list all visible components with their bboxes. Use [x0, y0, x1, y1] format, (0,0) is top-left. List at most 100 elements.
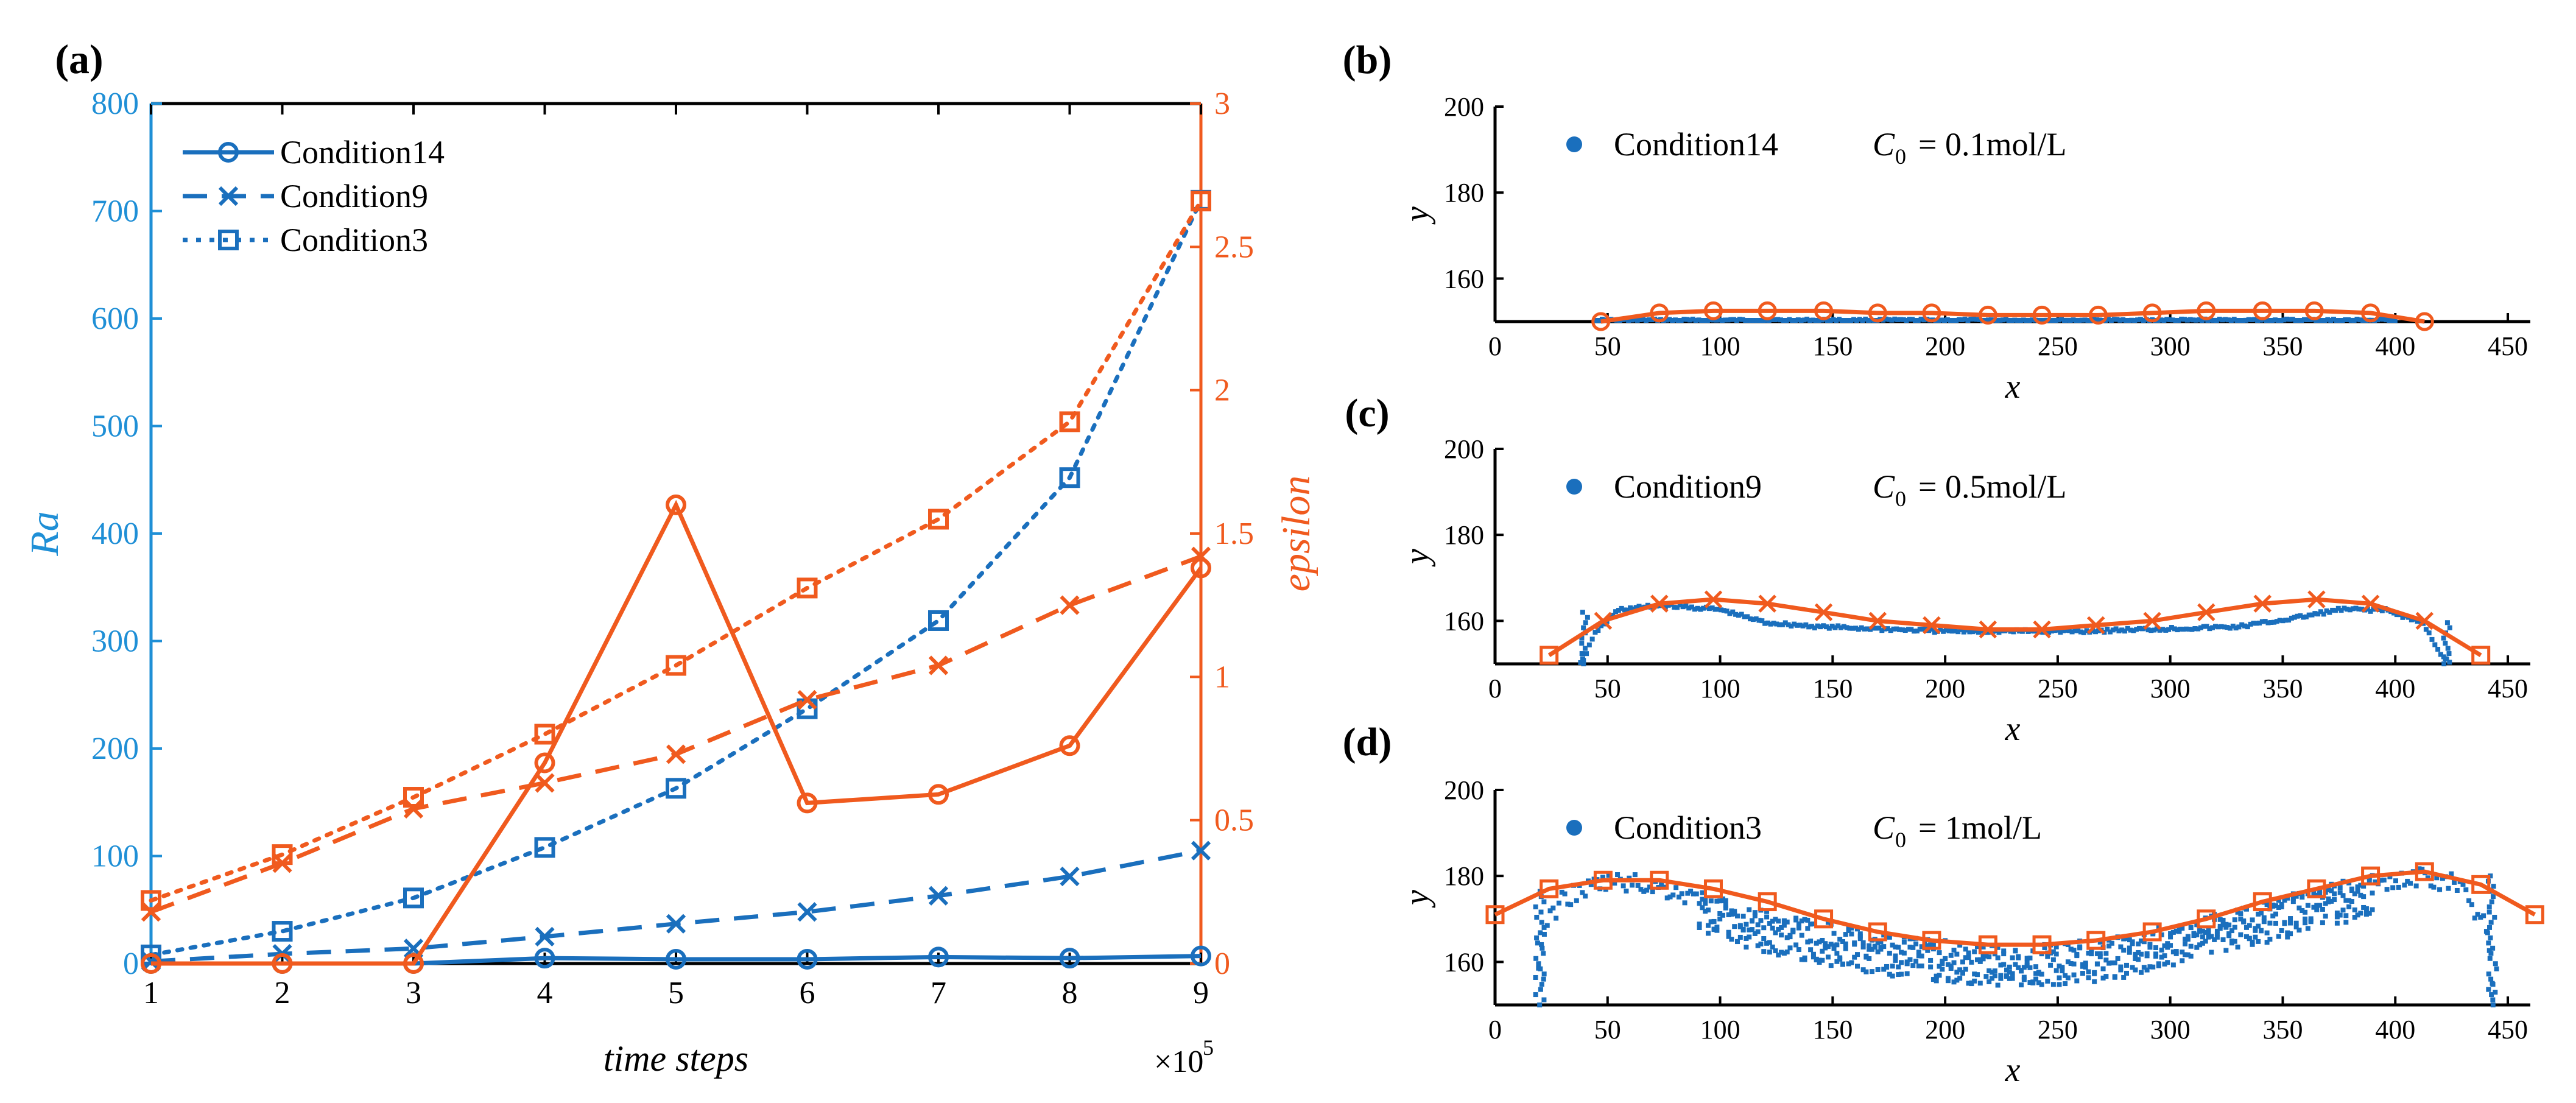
panel-d-scatter-point [1773, 917, 1778, 922]
panel-a-data-point [666, 744, 686, 764]
panel-d-scatter-point [1776, 926, 1781, 932]
panel-b-scatter-point [2343, 317, 2348, 322]
panel-d-scatter-point [2094, 951, 2100, 956]
panel-c-scatter-point [2286, 618, 2292, 623]
panel-b-scatter-point [2164, 317, 2170, 322]
panel-c-y-tick-label: 180 [1444, 520, 1484, 550]
panel-c-scatter-point [2122, 629, 2128, 634]
panel-d-scatter-point [1867, 956, 1872, 961]
panel-c-scatter-point [2338, 608, 2344, 613]
panel-b-scatter-point [1751, 318, 1757, 323]
panel-d-scatter-point [2103, 974, 2109, 979]
panel-d-scatter-point [1948, 964, 1954, 969]
panel-d-scatter-point [2121, 974, 2127, 980]
panel-d-scatter-point [1954, 970, 1960, 975]
panel-d-scatter-point [2303, 909, 2308, 915]
panel-d-scatter-point [1831, 943, 1837, 948]
panel-c-scatter-point [2198, 625, 2203, 630]
panel-c-x-tick-label: 250 [2038, 674, 2078, 703]
panel-d-scatter-point [1533, 904, 1538, 910]
panel-b-scatter-point [1965, 318, 1971, 323]
panel-d-scatter-point [2177, 929, 2182, 934]
panel-d-scatter-point [1887, 971, 1892, 977]
panel-d-scatter-point [2349, 886, 2354, 892]
panel-d-scatter-point [2247, 923, 2252, 928]
panel-d-scatter-point [2200, 934, 2205, 940]
panel-c-scatter-point [1582, 646, 1588, 651]
panel-b-scatter-point [1594, 318, 1599, 323]
panel-b-c0-label: = 0.1mol/L [1918, 126, 2066, 163]
panel-d-scatter-point [2212, 937, 2217, 942]
panel-d-scatter-point [1913, 941, 1919, 946]
panel-d-scatter-point [1811, 922, 1816, 927]
panel-c-scatter-point [2219, 624, 2224, 629]
panel-d-scatter-point [2112, 974, 2117, 980]
panel-b-scatter-point [1860, 318, 1865, 323]
panel-c-scatter-point [2201, 624, 2206, 629]
panel-c-scatter-point [1706, 606, 1712, 611]
panel-b-scatter-point [1678, 318, 1684, 323]
panel-d-scatter-point [1767, 940, 1772, 945]
panel-b-x-tick-label: 400 [2375, 331, 2415, 361]
panel-d-scatter-point [2472, 915, 2477, 921]
panel-d-scatter-point [2162, 953, 2167, 959]
panel-d-scatter-point [1612, 881, 1617, 886]
panel-b-scatter-point [2307, 317, 2313, 322]
panel-d-scatter-point [2332, 891, 2337, 897]
panel-b-scatter-point [1825, 318, 1830, 323]
panel-d-fit-point [2253, 892, 2272, 912]
panel-d-scatter-point [2475, 912, 2480, 917]
panel-b-scatter-point [1962, 316, 1968, 322]
panel-d-scatter-point [1907, 957, 1913, 962]
panel-d-scatter-point [1881, 932, 1887, 938]
panel-d-scatter-point [1834, 951, 1840, 956]
panel-d-scatter-point [1857, 933, 1863, 939]
panel-d-scatter-point [1740, 928, 1746, 933]
panel-d-scatter-point [1574, 898, 1579, 903]
panel-c-fit-point [2033, 620, 2051, 639]
panel-d-scatter-point [1899, 960, 1904, 965]
panel-c-scatter-point [2110, 627, 2116, 633]
panel-c-scatter-point [1721, 608, 1726, 613]
panel-d-scatter-point [2121, 948, 2127, 953]
panel-c-scatter-point [1745, 614, 1750, 619]
panel-b-fit-point [1650, 303, 1669, 323]
panel-c-scatter-point [1955, 629, 1961, 635]
panel-c-scatter-point [2093, 629, 2098, 635]
panel-b-scatter-point [1892, 316, 1898, 322]
panel-d-scatter-point [2308, 919, 2314, 925]
panel-d-scatter-point [2367, 911, 2372, 916]
panel-d-scatter-point [1805, 939, 1811, 945]
panel-d-scatter-point [1966, 955, 1971, 960]
panel-d-scatter-point [1957, 967, 1963, 973]
panel-c-y-tick-label: 160 [1444, 606, 1484, 636]
panel-b-scatter-point [1801, 317, 1807, 323]
panel-d-scatter-point [2100, 966, 2106, 971]
panel-b-scatter-point [2264, 318, 2269, 323]
panel-d-scatter-point [2317, 903, 2323, 908]
panel-b-scatter-point [1778, 317, 1783, 323]
panel-d-scatter-point [2446, 886, 2451, 891]
panel-d-x-tick-label: 200 [1925, 1015, 1965, 1045]
panel-b-legend-dot [1566, 136, 1582, 152]
panel-d-scatter-point [2010, 971, 2015, 976]
panel-d-scatter-point [2488, 976, 2494, 982]
panel-d-scatter-point [2220, 937, 2226, 942]
panel-c-scatter-point [2265, 620, 2271, 626]
panel-c-scatter-point [1897, 627, 1902, 632]
panel-d-scatter-point [1870, 969, 1875, 974]
panel-d-scatter-point [2139, 951, 2144, 957]
panel-d-scatter-point [1752, 931, 1758, 936]
panel-c-scatter-point [2306, 612, 2312, 618]
panel-d-scatter-point [2229, 928, 2234, 934]
panel-b-scatter-point [1728, 317, 1734, 322]
panel-c-scatter-point [1616, 608, 1621, 613]
panel-c-scatter-point [1630, 606, 1636, 611]
panel-d-scatter-point [2094, 961, 2100, 967]
panel-c-scatter-point [1580, 610, 1585, 615]
panel-d-scatter-point [2373, 879, 2378, 884]
panel-c-scatter-point [2139, 626, 2145, 632]
panel-c-scatter-point [2131, 628, 2136, 633]
panel-c-scatter-point [2215, 624, 2221, 630]
panel-a-data-point [534, 752, 555, 774]
